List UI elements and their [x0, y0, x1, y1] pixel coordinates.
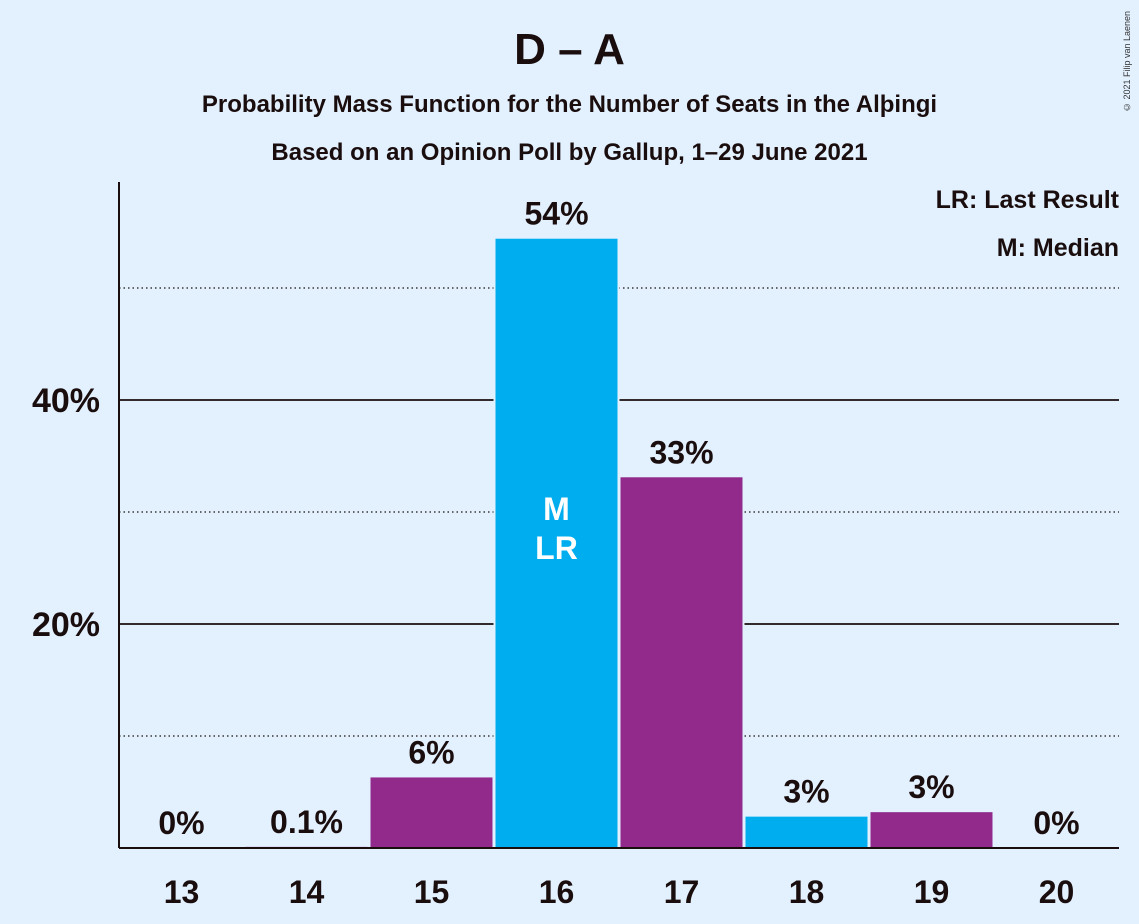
legend-median: M: Median [996, 234, 1119, 262]
bar-17 [620, 477, 743, 848]
bar-19 [870, 812, 993, 848]
x-tick-label: 15 [414, 874, 450, 910]
x-tick-label: 13 [164, 874, 200, 910]
x-tick-label: 17 [664, 874, 700, 910]
legend-last-result: LR: Last Result [935, 186, 1119, 214]
x-tick-label: 14 [289, 874, 325, 910]
data-label-17: 33% [649, 434, 713, 470]
y-tick-label: 40% [32, 382, 100, 420]
last-result-marker: LR [535, 530, 578, 566]
data-label-18: 3% [783, 774, 829, 810]
x-tick-label: 16 [539, 874, 575, 910]
x-tick-label: 20 [1039, 874, 1075, 910]
x-tick-label: 18 [789, 874, 825, 910]
data-label-16: 54% [524, 196, 588, 232]
chart-subtitle-1: Probability Mass Function for the Number… [201, 91, 938, 118]
chart-title: D – A [514, 25, 625, 74]
data-label-13: 0% [158, 805, 204, 841]
chart-subtitle-2: Based on an Opinion Poll by Gallup, 1–29… [271, 139, 868, 166]
x-tick-label: 19 [914, 874, 950, 910]
data-label-20: 0% [1033, 805, 1079, 841]
bar-18 [745, 816, 868, 848]
y-tick-label: 20% [32, 606, 100, 644]
bar-16 [495, 238, 618, 849]
bar-15 [370, 777, 493, 848]
data-label-15: 6% [408, 734, 454, 770]
median-marker: M [543, 491, 570, 527]
data-label-14: 0.1% [270, 804, 343, 840]
data-label-19: 3% [908, 769, 954, 805]
